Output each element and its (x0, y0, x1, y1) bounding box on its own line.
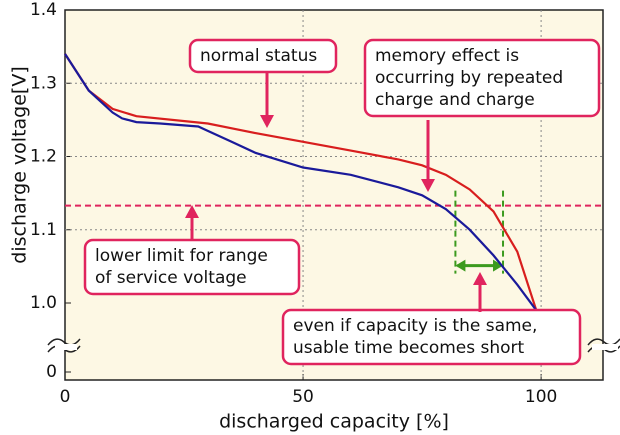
y-tick-label: 0 (46, 362, 57, 382)
arrow-head (260, 115, 274, 128)
y-tick-label: 1.1 (30, 220, 57, 240)
annotation-box (188, 38, 338, 74)
y-tick-label: 1.2 (30, 147, 57, 167)
annotation-text: usable time becomes short (293, 338, 525, 358)
y-axis-label: discharge voltage[V] (9, 66, 31, 263)
break-gap (592, 344, 618, 350)
annotation-text: memory effect is (375, 46, 519, 66)
y-tick-label: 1.4 (30, 0, 57, 20)
annotation-box (363, 38, 601, 118)
x-tick-label: 0 (60, 387, 71, 407)
layer: 0 1.0 1.1 1.2 1.3 1.4 0 50 100 normal status memor… (30, 0, 603, 407)
annotation-text: normal status (200, 46, 317, 66)
arrow-head (455, 259, 504, 272)
annotation-text: of service voltage (95, 268, 247, 288)
arrow-head (421, 179, 435, 192)
arrow-head (185, 205, 199, 218)
arrow-head (473, 272, 487, 285)
annotation-text: lower limit for range (95, 246, 268, 266)
x-axis-label: discharged capacity [%] (219, 411, 449, 433)
annotation-text: charge and charge (375, 90, 535, 110)
annotation-text: occurring by repeated (375, 68, 563, 88)
y-tick-label: 1.3 (30, 73, 57, 93)
x-tick-label: 50 (292, 387, 314, 407)
annotation-text: even if capacity is the same, (293, 316, 537, 336)
x-tick-label: 100 (525, 387, 557, 407)
series-line (64, 53, 538, 311)
annotation-box (281, 308, 582, 366)
break-gap (55, 344, 77, 350)
y-tick-label: 1.0 (30, 293, 57, 313)
series-line (64, 53, 538, 311)
